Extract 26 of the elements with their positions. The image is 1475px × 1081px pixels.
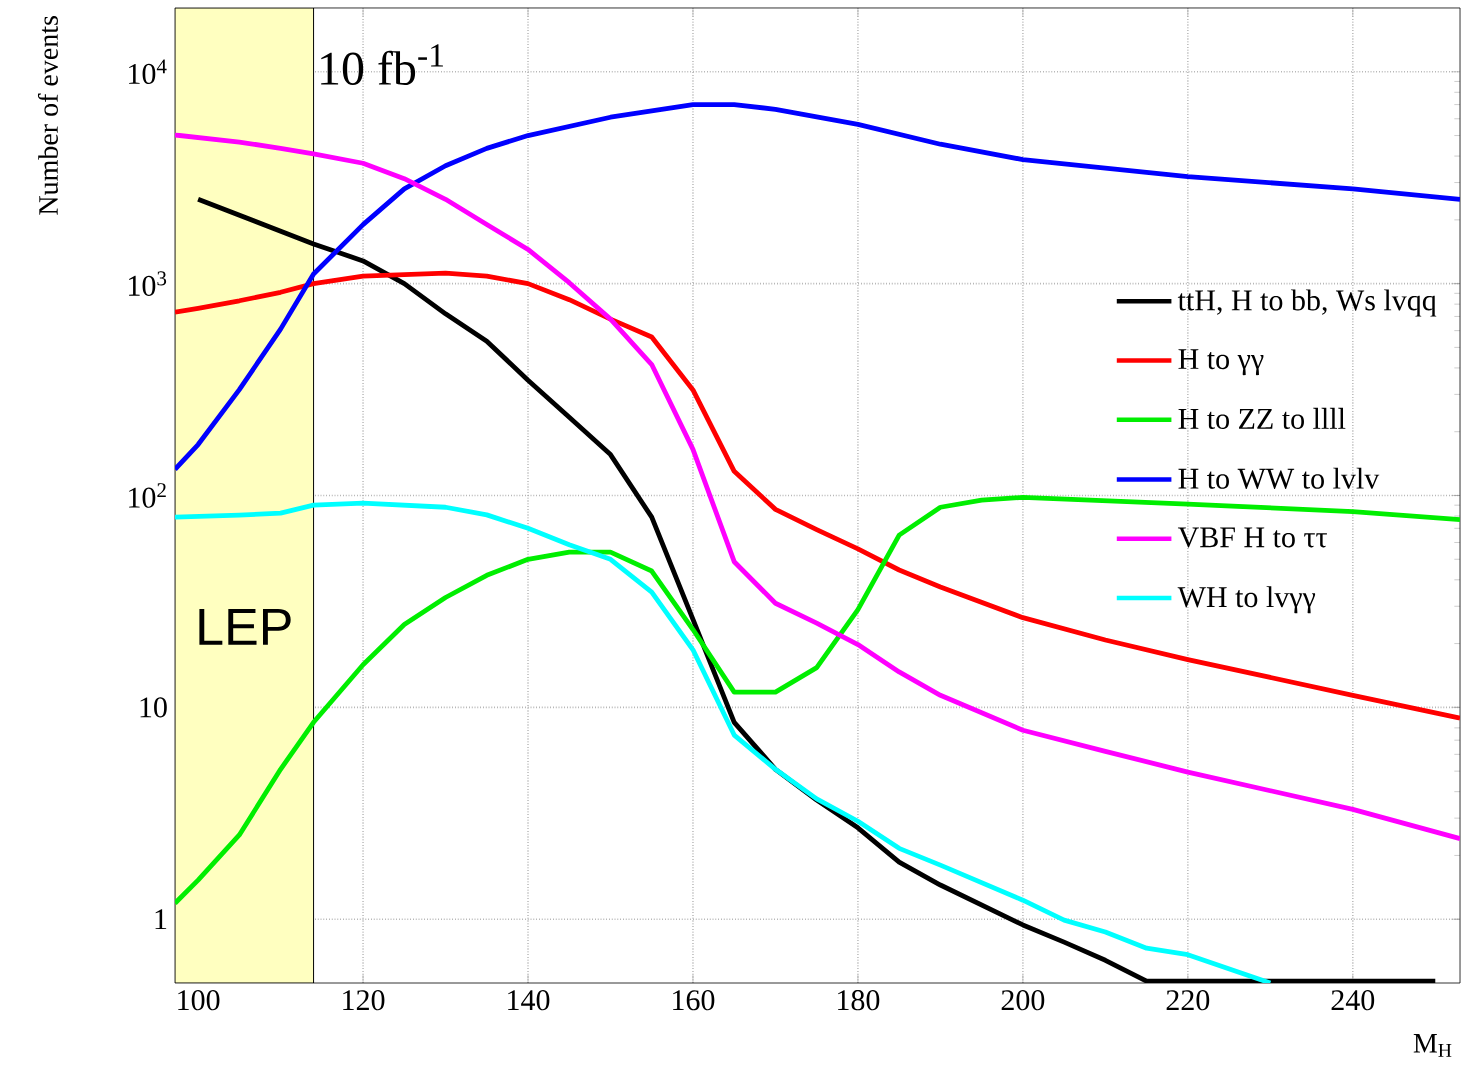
x-tick-label: 160	[673, 990, 715, 1011]
band-label: LEP	[199, 608, 291, 645]
legend-label: ttH, H to bb, Ws lvqq	[1177, 289, 1437, 317]
x-axis-title: M$_{H}$	[1413, 1034, 1452, 1057]
x-tick-label: 100	[178, 990, 220, 1011]
legend-label: WH to lvγγ	[1177, 586, 1316, 614]
legend-label: VBF H to ττ	[1177, 527, 1327, 548]
legend-label: H to γγ	[1178, 349, 1264, 376]
x-tick-label: 120	[343, 990, 385, 1011]
y-tick-label: 1	[155, 909, 167, 930]
line-series	[175, 494, 1461, 906]
y-axis-title: Number of events	[37, 16, 58, 215]
x-tick-label: 200	[1001, 990, 1045, 1011]
line-series	[175, 270, 1461, 721]
y-tick-label: 10$^{2}$	[129, 483, 166, 508]
line-series	[175, 132, 1461, 842]
x-tick-label: 180	[838, 990, 880, 1011]
x-tick-label: 220	[1166, 990, 1210, 1011]
y-tick-label: 10$^{3}$	[129, 271, 167, 296]
x-tick-label: 140	[508, 990, 550, 1011]
y-tick-label: 10	[140, 697, 167, 718]
legend-label: H to WW to lvlv	[1178, 467, 1380, 489]
legend-label: H to ZZ to llll	[1178, 407, 1346, 429]
x-tick-label: 240	[1331, 990, 1375, 1011]
y-tick-label: 10$^{4}$	[129, 59, 167, 85]
annotation: 10 fb$^{-1}$	[321, 44, 443, 86]
